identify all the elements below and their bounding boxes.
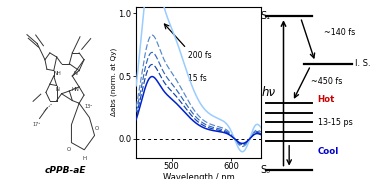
X-axis label: Wavelength / nm: Wavelength / nm [163, 173, 234, 179]
Y-axis label: Δabs (norm. at Qy): Δabs (norm. at Qy) [110, 48, 117, 117]
Text: Cool: Cool [318, 147, 339, 156]
Text: O: O [67, 147, 71, 152]
Text: S₁: S₁ [261, 11, 271, 21]
Text: O: O [95, 126, 99, 131]
Text: 17³: 17³ [33, 122, 41, 127]
Text: cPPB-aE: cPPB-aE [45, 166, 86, 175]
Text: N: N [56, 87, 60, 92]
Text: hν: hν [262, 86, 276, 100]
Text: 15 fs: 15 fs [188, 74, 206, 83]
Text: Hot: Hot [318, 95, 335, 104]
Text: HN: HN [71, 87, 79, 92]
Text: 13²: 13² [84, 104, 93, 109]
Text: ~450 fs: ~450 fs [311, 77, 342, 86]
Text: H: H [82, 156, 86, 161]
Text: N: N [73, 71, 77, 76]
Text: 13-15 ps: 13-15 ps [318, 118, 352, 127]
Text: ~140 fs: ~140 fs [324, 28, 356, 37]
Text: S₀: S₀ [261, 165, 271, 175]
Text: 200 fs: 200 fs [188, 51, 211, 60]
Text: I. S.: I. S. [355, 59, 370, 68]
Text: NH: NH [54, 71, 62, 76]
